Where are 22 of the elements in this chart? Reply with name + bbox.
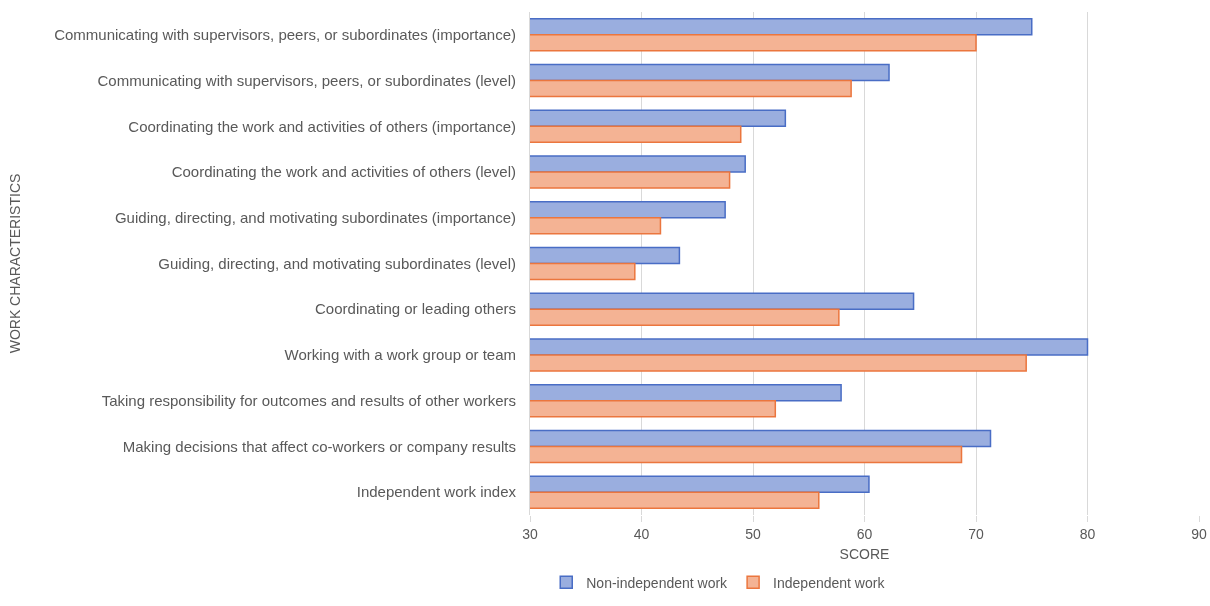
y-tick-label: Working with a work group or team (284, 346, 516, 364)
x-tick-label: 90 (1191, 525, 1207, 542)
y-tick-label: Taking responsibility for outcomes and results of other workers (101, 391, 516, 409)
y-axis-title: WORK CHARACTERISTICS (6, 173, 23, 354)
x-tick-label: 70 (968, 525, 984, 542)
x-tick-label: 60 (856, 525, 873, 542)
y-tick-label: Coordinating the work and activities of others (importance) (128, 117, 516, 135)
x-tick-label: 80 (1079, 525, 1096, 542)
y-tick-label: Coordinating or leading others (315, 300, 516, 318)
y-tick-label: Coordinating the work and activities of others (level) (171, 163, 516, 181)
y-tick-label: Communicating with supervisors, peers, or subordinates (level) (97, 71, 516, 89)
legend-label: Independent work (773, 574, 886, 591)
y-tick-label: Communicating with supervisors, peers, or subordinates (importance) (54, 26, 516, 44)
x-tick-label: 30 (522, 525, 538, 542)
y-tick-label: Guiding, directing, and motivating subordinates (level) (158, 254, 516, 272)
y-tick-label: Independent work index (356, 483, 517, 501)
x-tick-label: 40 (633, 525, 650, 542)
legend-label: Non-independent work (586, 574, 729, 591)
x-axis-title: SCORE (839, 546, 890, 563)
x-tick-label: 50 (745, 525, 761, 542)
y-tick-label: Making decisions that affect co-workers or company results (122, 437, 516, 455)
y-tick-label: Guiding, directing, and motivating subordinates (importance) (114, 209, 516, 227)
